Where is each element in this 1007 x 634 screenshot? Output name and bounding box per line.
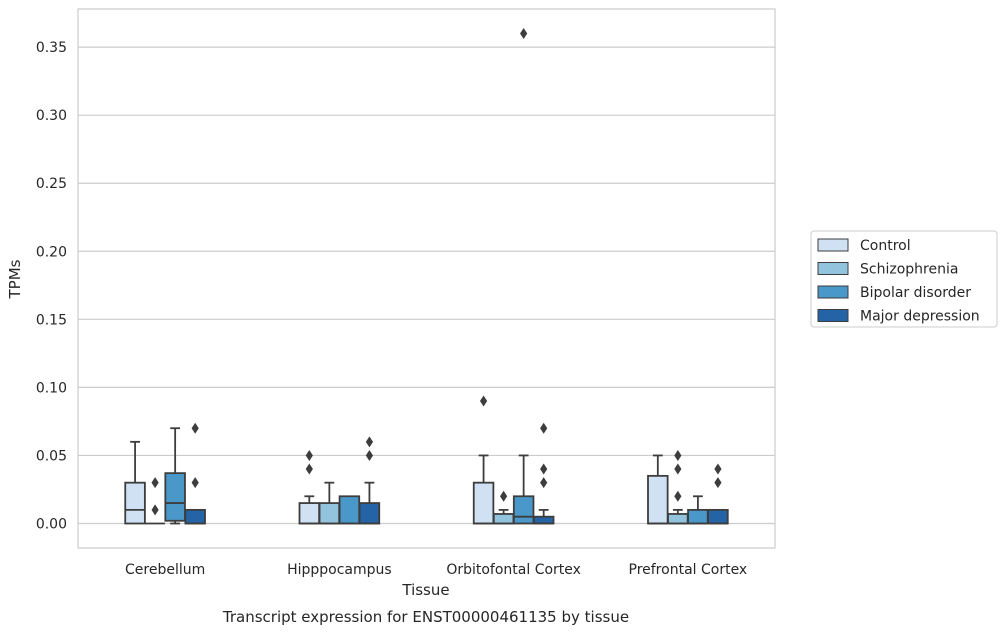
outlier-point <box>305 463 313 475</box>
y-tick-label: 0.25 <box>36 176 67 192</box>
box-iqr <box>164 472 186 522</box>
legend-label: Bipolar disorder <box>860 285 971 301</box>
box-bipolar-disorder-2 <box>512 28 535 525</box>
box-iqr <box>707 508 729 525</box>
outlier-point <box>191 422 199 434</box>
y-tick-label: 0.00 <box>36 517 67 533</box>
box-control-1 <box>298 449 321 525</box>
outlier-point <box>540 463 548 475</box>
y-axis-ticks: 0.00 0.05 0.10 0.15 0.20 0.25 0.30 0.35 <box>36 40 67 532</box>
box-major-depression-2 <box>532 422 555 525</box>
box-control-3 <box>647 454 669 525</box>
y-tick-label: 0.35 <box>36 40 67 56</box>
outlier-point <box>714 477 722 489</box>
outlier-point <box>365 449 374 461</box>
outlier-point <box>191 477 199 489</box>
y-tick-label: 0.20 <box>36 244 67 260</box>
box-major-depression-3 <box>707 463 729 525</box>
box-iqr <box>298 502 321 525</box>
box-iqr <box>532 515 555 525</box>
outlier-point <box>540 477 548 489</box>
x-tick-label: Hipppocampus <box>287 562 392 578</box>
y-axis-title: TPMs <box>6 259 24 299</box>
outlier-point <box>479 395 488 407</box>
plot-frame <box>77 8 776 549</box>
outlier-point <box>714 463 722 475</box>
box-iqr <box>492 513 515 525</box>
box-schizophrenia-3 <box>667 449 689 525</box>
box-bipolar-disorder-3 <box>687 495 709 525</box>
box-iqr <box>512 495 535 525</box>
legend-label: Schizophrenia <box>860 262 958 278</box>
legend-swatch <box>817 238 849 252</box>
gridlines <box>78 46 775 525</box>
outlier-point <box>674 463 682 475</box>
box-iqr <box>358 502 381 525</box>
box-schizophrenia-0 <box>145 477 165 525</box>
y-tick-label: 0.10 <box>36 380 67 396</box>
box-iqr <box>687 508 709 525</box>
box-schizophrenia-2 <box>492 490 515 525</box>
y-tick-label: 0.15 <box>36 312 67 328</box>
y-tick-label: 0.30 <box>36 108 67 124</box>
legend-frame <box>810 230 998 328</box>
box-iqr <box>338 495 361 525</box>
outlier-point <box>674 449 682 461</box>
outlier-point <box>520 28 528 39</box>
legend-swatch <box>817 309 849 322</box>
legend-label: Control <box>860 238 911 254</box>
box-bipolar-disorder-0 <box>164 427 186 525</box>
box-iqr <box>318 502 341 525</box>
outlier-point <box>305 449 313 461</box>
x-tick-label: Cerebellum <box>125 562 205 578</box>
outlier-point <box>540 422 548 434</box>
box-iqr <box>667 513 689 525</box>
box-major-depression-0 <box>184 422 206 525</box>
outlier-point <box>151 477 159 489</box>
x-tick-label: Prefrontal Cortex <box>629 562 748 578</box>
outlier-point <box>365 436 374 448</box>
outlier-point <box>674 490 682 502</box>
x-axis-title: Tissue <box>401 581 449 599</box>
outlier-point <box>151 504 159 516</box>
chart-caption: Transcript expression for ENST0000046113… <box>222 608 629 626</box>
legend-swatch <box>817 285 849 299</box>
box-iqr <box>184 508 206 525</box>
box-control-2 <box>472 395 495 525</box>
box-groups <box>124 28 729 525</box>
y-tick-label: 0.05 <box>36 448 67 464</box>
box-schizophrenia-1 <box>318 481 341 525</box>
x-tick-label: Orbitofontal Cortex <box>446 562 581 578</box>
legend: Control Schizophrenia Bipolar disorder Majo… <box>810 230 998 328</box>
legend-label: Major depression <box>860 309 980 325</box>
box-iqr <box>647 474 669 525</box>
x-axis-ticks: Cerebellum Hipppocampus Orbitofontal Corte… <box>125 562 747 578</box>
box-major-depression-1 <box>358 436 381 525</box>
box-iqr <box>472 481 495 525</box>
legend-swatch <box>817 262 849 275</box>
box-iqr <box>124 481 146 525</box>
outlier-point <box>500 490 508 502</box>
box-bipolar-disorder-1 <box>338 495 361 525</box>
box-control-0 <box>124 440 146 525</box>
